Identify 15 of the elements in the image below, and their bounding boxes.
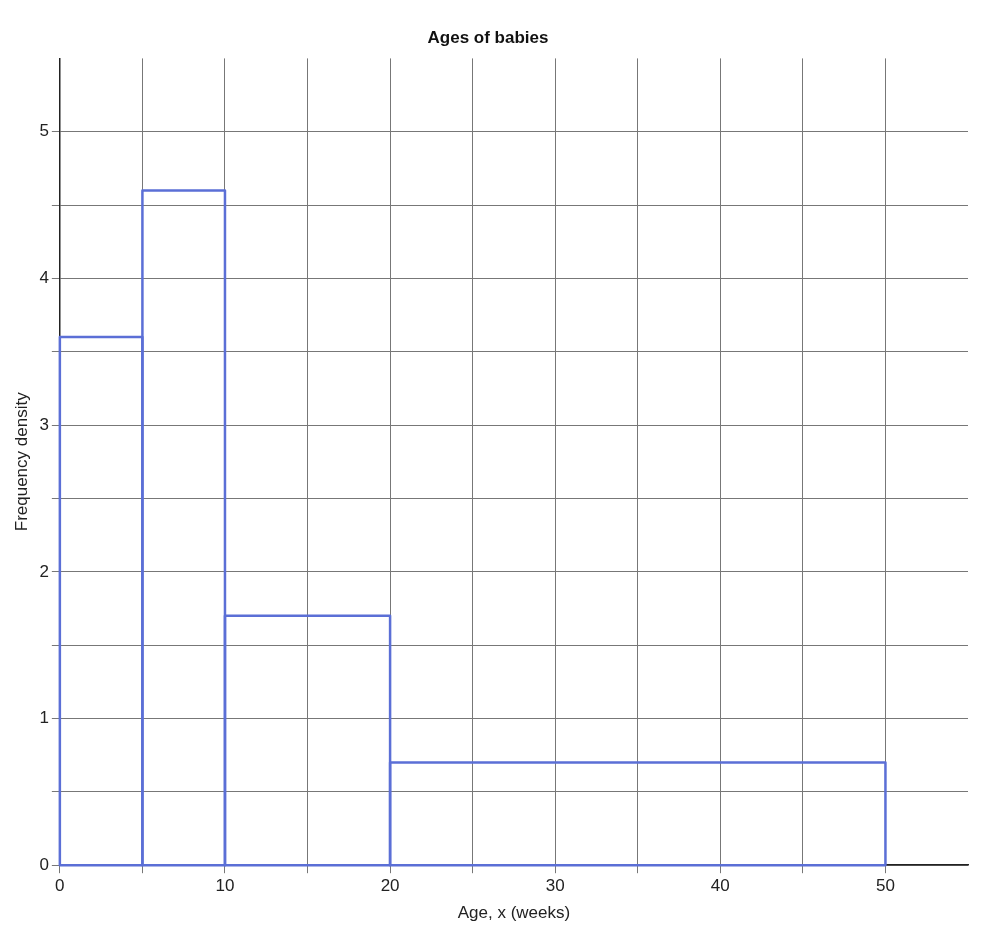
y-tick-label: 5 — [39, 121, 49, 141]
x-tick-label: 40 — [710, 876, 730, 896]
x-axis-title: Age, x (weeks) — [457, 903, 571, 923]
y-tick-label: 2 — [39, 561, 49, 581]
x-tick-label: 0 — [55, 876, 65, 896]
x-tick-label: 10 — [215, 876, 235, 896]
chart-title: Ages of babies — [427, 27, 549, 47]
y-tick-label: 3 — [39, 414, 49, 434]
x-tick-label: 30 — [545, 876, 565, 896]
y-axis-title: Frequency density — [11, 391, 31, 532]
x-tick-label: 20 — [380, 876, 400, 896]
x-tick-label: 50 — [875, 876, 895, 896]
y-tick-label: 1 — [39, 708, 49, 728]
y-tick-label: 4 — [39, 268, 49, 288]
y-tick-label: 0 — [39, 854, 49, 874]
